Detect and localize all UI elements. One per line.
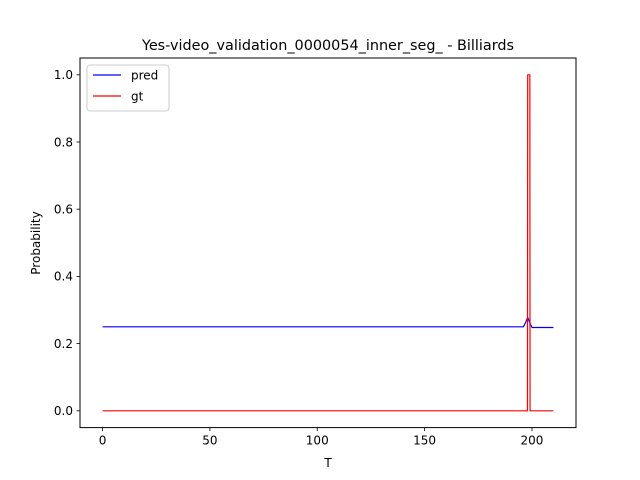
x-tick-label: 150 <box>413 434 436 448</box>
x-tick-label: 0 <box>99 434 107 448</box>
y-axis-label: Probability <box>29 211 43 274</box>
legend-label-pred: pred <box>131 68 158 82</box>
x-axis-label: T <box>323 456 332 470</box>
y-tick-label: 1.0 <box>54 68 73 82</box>
x-axis: 0 50 100 150 200 <box>99 427 544 448</box>
series-line-gt <box>102 74 554 412</box>
y-axis: 0.0 0.2 0.4 0.6 0.8 1.0 <box>54 68 80 418</box>
x-tick-label: 200 <box>521 434 544 448</box>
legend: pred gt <box>86 64 170 112</box>
y-tick-label: 0.6 <box>54 203 73 217</box>
y-tick-label: 0.8 <box>54 135 73 149</box>
legend-label-gt: gt <box>131 89 144 103</box>
legend-frame <box>86 64 170 112</box>
chart-title: Yes-video_validation_0000054_inner_seg_ … <box>141 38 514 54</box>
plot-area-frame <box>79 57 577 429</box>
y-tick-label: 0.2 <box>54 337 73 351</box>
x-tick-label: 100 <box>306 434 329 448</box>
plot-layer <box>102 74 554 412</box>
y-tick-label: 0.0 <box>54 404 73 418</box>
y-tick-label: 0.4 <box>54 270 73 284</box>
x-tick-label: 50 <box>202 434 217 448</box>
